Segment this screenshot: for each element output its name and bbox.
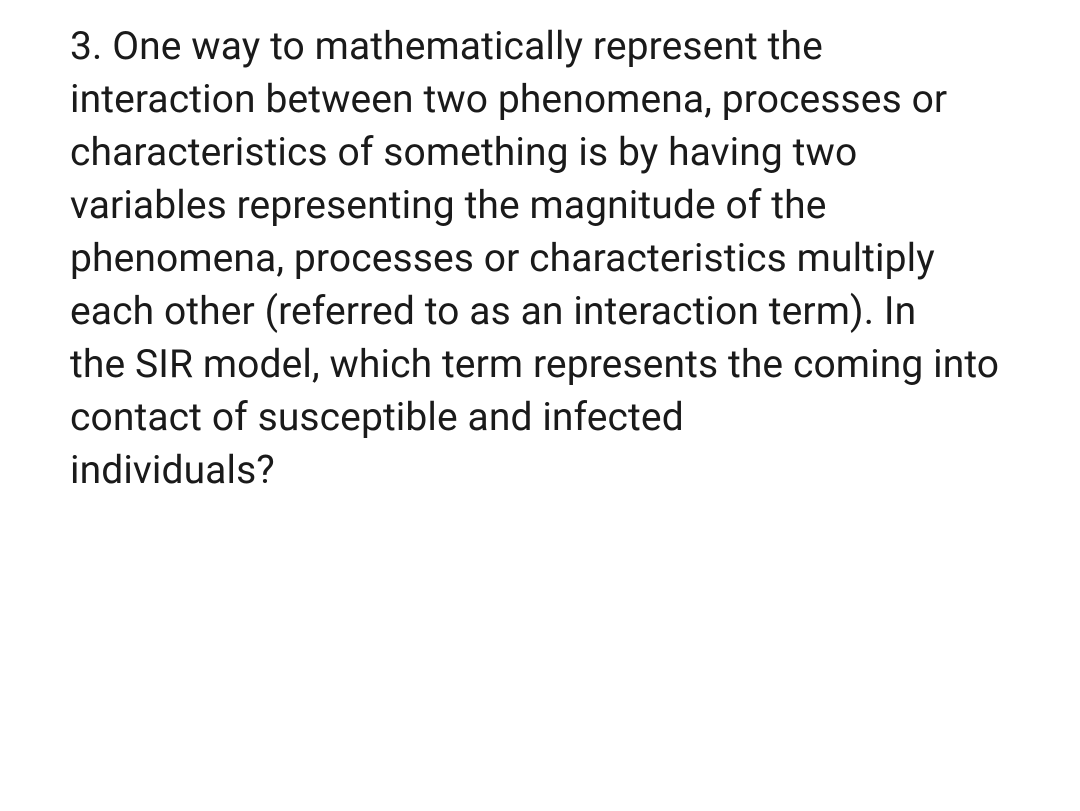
question-line-1: One way to mathematically represent the … <box>70 23 947 122</box>
question-number: 3. <box>70 23 102 69</box>
question-line-5: individuals? <box>70 447 275 493</box>
question-line-2: characteristics of something is by havin… <box>70 129 857 228</box>
question-line-3: phenomena, processes or characteristics … <box>70 235 935 334</box>
question-line-4: the SIR model, which term represents the… <box>70 341 999 440</box>
question-page: 3. One way to mathematically represent t… <box>0 0 1080 517</box>
question-body: 3. One way to mathematically represent t… <box>70 20 1010 497</box>
